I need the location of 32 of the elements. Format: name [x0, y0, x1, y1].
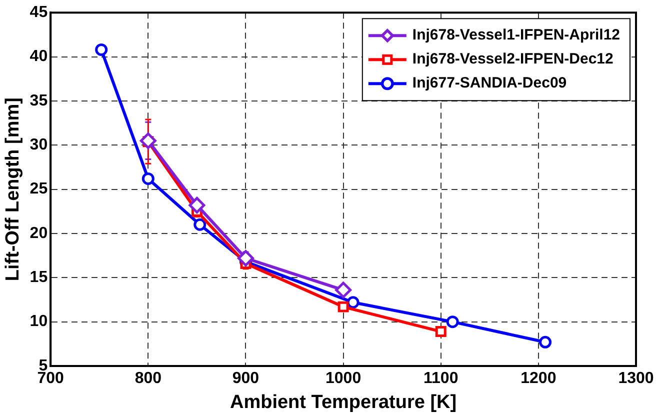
x-axis-title: Ambient Temperature [K] — [230, 392, 457, 413]
y-tick-label: 15 — [30, 269, 48, 286]
y-tick-label: 20 — [30, 224, 48, 242]
x-tick-label: 700 — [37, 370, 64, 388]
y-tick-label: 30 — [30, 136, 48, 154]
point — [188, 196, 206, 214]
legend-label: Inj677-SANDIA-Dec09 — [412, 74, 567, 92]
legend-label: Inj678-Vessel1-IFPEN-April12 — [412, 26, 620, 44]
y-tick-label: 10 — [30, 313, 48, 330]
x-tick-label: 1200 — [520, 370, 556, 388]
point — [435, 326, 446, 338]
point — [140, 132, 156, 149]
point — [95, 43, 108, 56]
point — [346, 296, 360, 309]
point — [539, 336, 552, 348]
legend-label: Inj678-Vessel2-IFPEN-Dec12 — [412, 50, 614, 68]
x-tick-label: 1000 — [326, 370, 362, 388]
y-tick-label: 45 — [30, 4, 48, 22]
x-tick-label: 800 — [134, 370, 162, 388]
point — [335, 282, 352, 298]
y-tick-label: 25 — [30, 180, 48, 198]
point — [446, 316, 459, 328]
y-tick-label: 35 — [30, 92, 48, 110]
point — [142, 172, 154, 185]
point — [194, 218, 206, 231]
x-tick-label: 1100 — [424, 370, 458, 388]
point — [237, 250, 254, 266]
point — [338, 301, 349, 312]
x-tick-label: 900 — [232, 370, 260, 388]
y-tick-label: 40 — [30, 48, 48, 66]
x-tick-label: 1300 — [618, 370, 654, 388]
y-axis-title: Lift-Off Length [mm] — [2, 97, 24, 282]
